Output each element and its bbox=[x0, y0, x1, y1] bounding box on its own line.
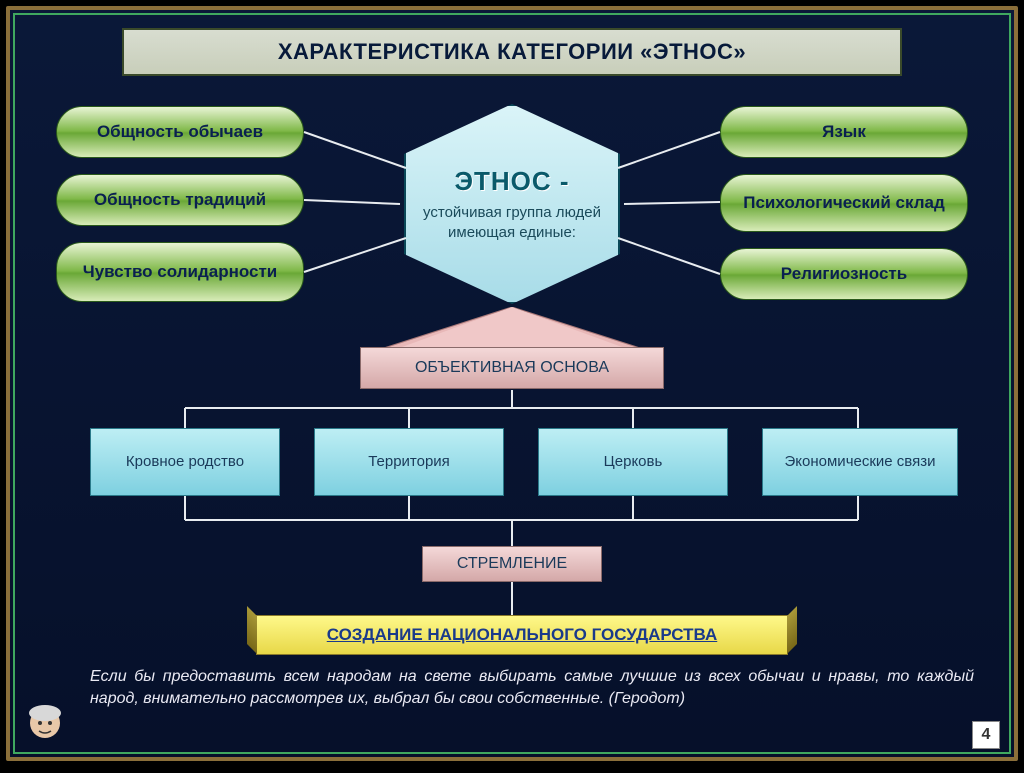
philosopher-face-icon bbox=[24, 703, 66, 745]
attr-box-customs: Общность обычаев bbox=[56, 106, 304, 158]
goal-banner: СОЗДАНИЕ НАЦИОНАЛЬНОГО ГОСУДАРСТВА bbox=[256, 615, 788, 655]
page-number: 4 bbox=[972, 721, 1000, 749]
slide-title: ХАРАКТЕРИСТИКА КАТЕГОРИИ «ЭТНОС» bbox=[278, 39, 746, 65]
attr-box-religion: Религиозность bbox=[720, 248, 968, 300]
slide-frame: ХАРАКТЕРИСТИКА КАТЕГОРИИ «ЭТНОС» Общност… bbox=[6, 6, 1018, 761]
title-bar: ХАРАКТЕРИСТИКА КАТЕГОРИИ «ЭТНОС» bbox=[122, 28, 902, 76]
basis-church: Церковь bbox=[538, 428, 728, 496]
quote-author: (Геродот) bbox=[609, 690, 685, 707]
attr-box-traditions: Общность традиций bbox=[56, 174, 304, 226]
hex-title: ЭТНОС - bbox=[454, 166, 569, 197]
basis-kinship: Кровное родство bbox=[90, 428, 280, 496]
attr-box-language: Язык bbox=[720, 106, 968, 158]
attr-box-solidarity: Чувство солидарности bbox=[56, 242, 304, 302]
quote-text: Если бы предоставить всем народам на све… bbox=[90, 666, 974, 709]
attr-box-psychology: Психологический склад bbox=[720, 174, 968, 232]
hex-subtitle: устойчивая группа людей имеющая единые: bbox=[416, 203, 608, 242]
basis-territory: Территория bbox=[314, 428, 504, 496]
goal-text: СОЗДАНИЕ НАЦИОНАЛЬНОГО ГОСУДАРСТВА bbox=[327, 625, 718, 645]
basis-economy: Экономические связи bbox=[762, 428, 958, 496]
basis-label: ОБЪЕКТИВНАЯ ОСНОВА bbox=[360, 347, 664, 389]
center-hexagon: ЭТНОС - устойчивая группа людей имеющая … bbox=[404, 104, 620, 304]
aspiration-label: СТРЕМЛЕНИЕ bbox=[422, 546, 602, 582]
